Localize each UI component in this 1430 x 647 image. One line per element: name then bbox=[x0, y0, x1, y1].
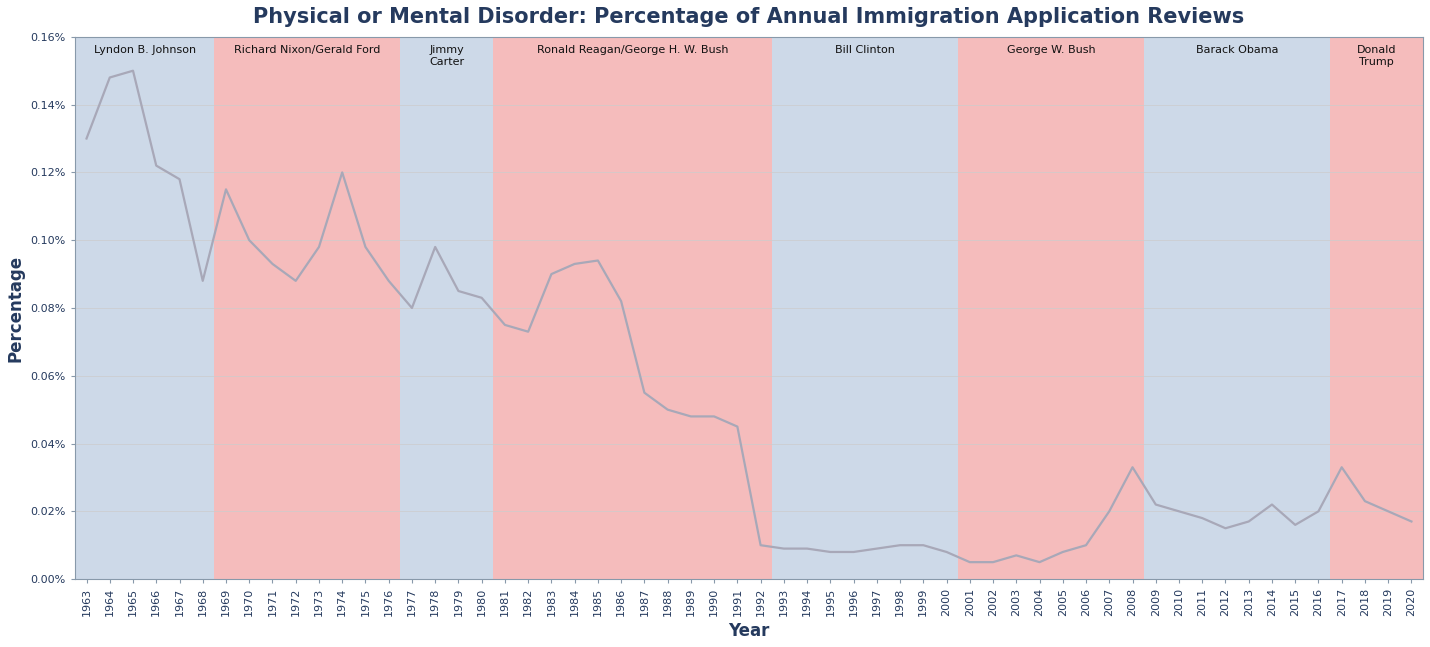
Text: Donald
Trump: Donald Trump bbox=[1357, 45, 1396, 67]
Bar bbox=[74, 37, 214, 579]
Bar bbox=[214, 37, 400, 579]
Text: Ronald Reagan/George H. W. Bush: Ronald Reagan/George H. W. Bush bbox=[538, 45, 728, 55]
Bar bbox=[493, 37, 772, 579]
Text: Bill Clinton: Bill Clinton bbox=[835, 45, 895, 55]
Bar bbox=[958, 37, 1144, 579]
Text: Barack Obama: Barack Obama bbox=[1195, 45, 1278, 55]
X-axis label: Year: Year bbox=[728, 622, 769, 640]
Bar bbox=[772, 37, 958, 579]
Text: Jimmy
Carter: Jimmy Carter bbox=[429, 45, 465, 67]
Text: Richard Nixon/Gerald Ford: Richard Nixon/Gerald Ford bbox=[235, 45, 380, 55]
Title: Physical or Mental Disorder: Percentage of Annual Immigration Application Review: Physical or Mental Disorder: Percentage … bbox=[253, 7, 1244, 27]
Bar bbox=[1144, 37, 1330, 579]
Bar bbox=[1330, 37, 1423, 579]
Bar bbox=[400, 37, 493, 579]
Text: Lyndon B. Johnson: Lyndon B. Johnson bbox=[93, 45, 196, 55]
Text: George W. Bush: George W. Bush bbox=[1007, 45, 1095, 55]
Y-axis label: Percentage: Percentage bbox=[7, 254, 24, 362]
